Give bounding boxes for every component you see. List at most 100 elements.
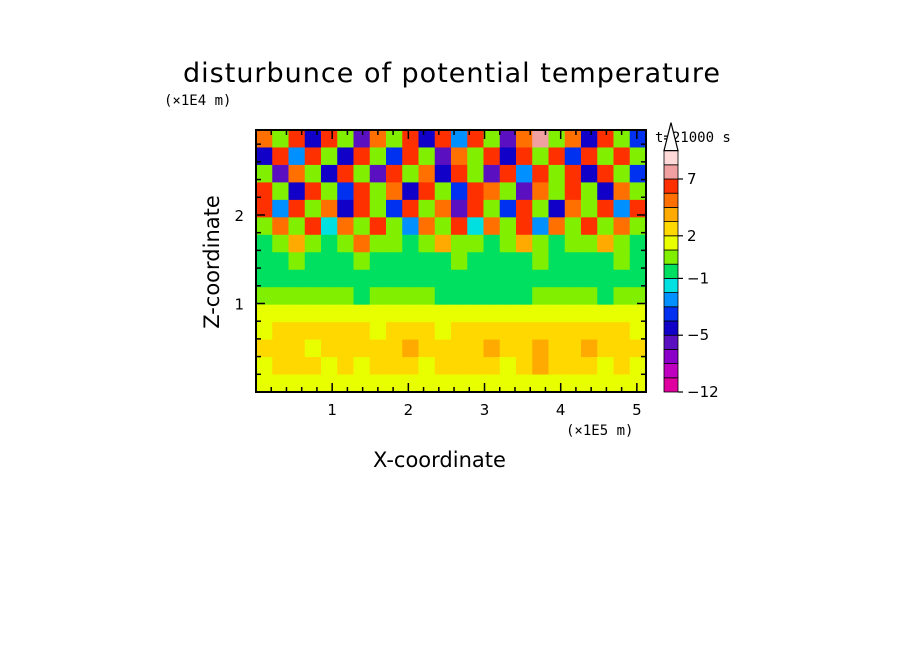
heatmap-cell xyxy=(434,304,452,323)
heatmap-cell xyxy=(304,374,322,393)
heatmap-cell xyxy=(499,130,517,149)
heatmap-cell xyxy=(256,147,273,166)
heatmap-cell xyxy=(548,199,566,218)
heatmap-cell xyxy=(353,374,371,393)
heatmap-cell xyxy=(516,234,533,253)
heatmap-cell xyxy=(321,234,338,253)
heatmap-cell xyxy=(386,182,403,201)
heatmap-cell xyxy=(451,269,468,288)
heatmap-cell xyxy=(304,339,322,358)
heatmap-cell xyxy=(532,217,550,236)
heatmap-cell xyxy=(321,357,338,376)
colorbar-segment xyxy=(663,277,679,293)
heatmap-cell xyxy=(272,339,290,358)
heatmap-cell xyxy=(288,269,306,288)
heatmap-cell xyxy=(369,357,387,376)
heatmap-cell xyxy=(256,217,273,236)
heatmap-cell xyxy=(321,164,338,183)
heatmap-cell xyxy=(499,234,517,253)
heatmap-cell xyxy=(597,304,615,323)
heatmap-cell xyxy=(353,304,371,323)
heatmap-cell xyxy=(434,252,452,271)
x-axis-label: X-coordinate xyxy=(373,448,506,472)
heatmap-cell xyxy=(564,164,582,183)
heatmap-cell xyxy=(548,252,566,271)
heatmap-cell xyxy=(369,217,387,236)
heatmap-cell xyxy=(386,164,403,183)
heatmap-cell xyxy=(629,339,647,358)
heatmap-cell xyxy=(369,339,387,358)
heatmap-cell xyxy=(451,287,468,306)
heatmap-cell xyxy=(304,252,322,271)
heatmap-cell xyxy=(532,287,550,306)
heatmap-cell xyxy=(451,304,468,323)
heatmap-cell xyxy=(321,374,338,393)
heatmap-cell xyxy=(548,322,566,341)
colorbar-tick-label: 7 xyxy=(687,170,697,188)
colorbar-tick-label: −12 xyxy=(687,383,719,401)
heatmap-cell xyxy=(532,234,550,253)
heatmap-cell xyxy=(613,182,631,201)
heatmap-cell xyxy=(402,182,420,201)
heatmap-cell xyxy=(499,287,517,306)
heatmap-cell xyxy=(402,234,420,253)
heatmap-cell xyxy=(548,234,566,253)
heatmap-cell xyxy=(288,147,306,166)
heatmap-cell xyxy=(434,374,452,393)
heatmap-cell xyxy=(613,287,631,306)
heatmap-cell xyxy=(288,182,306,201)
heatmap-cell xyxy=(629,304,647,323)
heatmap-cell xyxy=(629,147,647,166)
heatmap-cell xyxy=(434,182,452,201)
heatmap-cell xyxy=(386,199,403,218)
heatmap-cell xyxy=(288,164,306,183)
colorbar-segment xyxy=(663,178,679,194)
heatmap-cell xyxy=(532,374,550,393)
heatmap-cell xyxy=(483,287,501,306)
heatmap-cell xyxy=(418,339,436,358)
heatmap-cell xyxy=(532,304,550,323)
heatmap-cell xyxy=(564,130,582,149)
heatmap-cell xyxy=(402,164,420,183)
heatmap-cell xyxy=(629,199,647,218)
heatmap-cell xyxy=(564,217,582,236)
colorbar-tick-label: 2 xyxy=(687,227,697,245)
heatmap-cell xyxy=(337,339,355,358)
heatmap-cell xyxy=(369,287,387,306)
heatmap-cell xyxy=(597,374,615,393)
colorbar-segment xyxy=(663,348,679,364)
heatmap-cell xyxy=(532,269,550,288)
heatmap-cell xyxy=(581,130,598,149)
heatmap-cell xyxy=(629,217,647,236)
colorbar-segment xyxy=(663,292,679,308)
heatmap-cell xyxy=(402,357,420,376)
heatmap-cell xyxy=(369,130,387,149)
heatmap-cell xyxy=(256,164,273,183)
heatmap-cell xyxy=(564,357,582,376)
heatmap-cell xyxy=(402,374,420,393)
heatmap-cell xyxy=(613,304,631,323)
heatmap-cell xyxy=(369,199,387,218)
heatmap-cell xyxy=(467,130,485,149)
heatmap-cell xyxy=(434,147,452,166)
heatmap-cell xyxy=(629,182,647,201)
heatmap-cell xyxy=(516,182,533,201)
heatmap-cell xyxy=(304,147,322,166)
y-axis-ticks: 12 xyxy=(234,143,646,376)
heatmap-cell xyxy=(597,199,615,218)
heatmap-cell xyxy=(451,217,468,236)
heatmap-cell xyxy=(353,234,371,253)
heatmap-cell xyxy=(581,199,598,218)
heatmap-cell xyxy=(353,269,371,288)
heatmap-cell xyxy=(369,234,387,253)
colorbar-segment xyxy=(663,235,679,251)
heatmap-cell xyxy=(483,304,501,323)
heatmap-cell xyxy=(451,130,468,149)
heatmap-cell xyxy=(467,304,485,323)
heatmap-cell xyxy=(532,182,550,201)
heatmap-cell xyxy=(288,339,306,358)
heatmap-cell xyxy=(516,357,533,376)
heatmap-cell xyxy=(451,199,468,218)
heatmap-cell xyxy=(467,217,485,236)
heatmap-cell xyxy=(548,357,566,376)
